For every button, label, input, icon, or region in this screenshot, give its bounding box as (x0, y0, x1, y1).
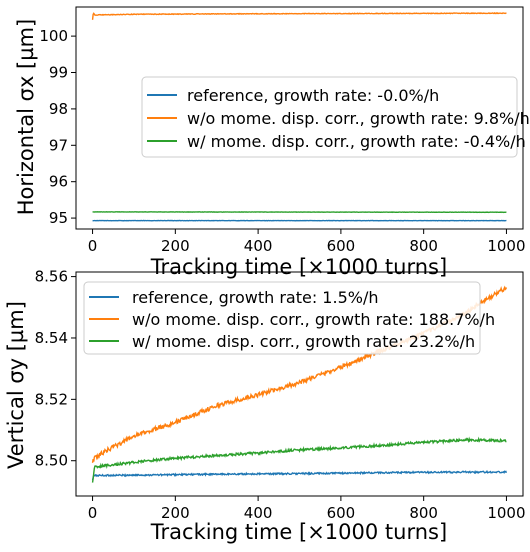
bottom-x-axis-label: Tracking time [×1000 turns] (150, 520, 447, 544)
top-legend-entry-with-correction: w/ mome. disp. corr., growth rate: -0.4%… (187, 132, 526, 151)
bottom-legend-entry-without-correction: w/o mome. disp. corr., growth rate: 188.… (132, 310, 495, 329)
top-x-tick-label-200: 200 (161, 237, 190, 255)
top-y-tick-label-99: 99 (49, 64, 68, 82)
bottom-series-w-mome-disp-corr-growth-rate-23-2-h (91, 436, 507, 483)
top-x-tick-label-400: 400 (244, 237, 273, 255)
bottom-y-axis-label: Vertical σy [µm] (4, 301, 28, 469)
bottom-legend: reference, growth rate: 1.5%/h w/o mome.… (83, 281, 495, 355)
bottom-ticks: 0 200 400 600 800 1000 8.50 8.52 8.54 8.56 (35, 268, 526, 522)
top-ticks: 0 200 400 600 800 1000 95 96 97 98 99 100 (39, 6, 526, 255)
bottom-legend-entry-reference: reference, growth rate: 1.5%/h (132, 288, 378, 307)
top-y-tick-label-96: 96 (49, 173, 68, 191)
top-y-tick-label-98: 98 (49, 100, 68, 118)
top-x-tick-label-1000: 1000 (487, 237, 525, 255)
top-y-axis-label: Horizontal σx [µm] (14, 19, 38, 216)
top-legend-entry-without-correction: w/o mome. disp. corr., growth rate: 9.8%… (187, 109, 530, 128)
top-panel: 0 200 400 600 800 1000 95 96 97 98 99 100 Horizonta… (14, 6, 530, 279)
bottom-x-tick-label-800: 800 (409, 504, 438, 522)
top-series-w-mome-disp-corr-growth-rate-0-4-h (92, 211, 507, 214)
top-axes-frame (75, 6, 524, 230)
top-legend-box (141, 76, 518, 158)
bottom-axes-frame (75, 271, 524, 497)
bottom-x-tick-label-200: 200 (161, 504, 190, 522)
top-legend-entry-reference: reference, growth rate: -0.0%/h (187, 86, 439, 105)
bottom-x-tick-label-600: 600 (327, 504, 356, 522)
top-legend: reference, growth rate: -0.0%/h w/o mome… (141, 76, 530, 158)
bottom-legend-entry-with-correction: w/ mome. disp. corr., growth rate: 23.2%… (132, 332, 475, 351)
bottom-x-tick-label-400: 400 (244, 504, 273, 522)
top-x-tick-label-0: 0 (88, 237, 98, 255)
top-y-tick-label-100: 100 (39, 27, 68, 45)
bottom-y-tick-label-8.56: 8.56 (35, 268, 68, 286)
bottom-legend-box (83, 281, 481, 355)
top-plot-area (91, 11, 507, 222)
bottom-x-tick-label-0: 0 (88, 504, 98, 522)
bottom-y-tick-label-8.5: 8.50 (35, 452, 68, 470)
bottom-y-tick-label-8.52: 8.52 (35, 390, 68, 408)
top-x-tick-label-800: 800 (409, 237, 438, 255)
top-x-axis-label: Tracking time [×1000 turns] (150, 255, 447, 279)
top-series-w-o-mome-disp-corr-growth-rate-9-8-h (91, 11, 507, 20)
bottom-y-tick-label-8.54: 8.54 (35, 329, 68, 347)
top-x-tick-label-600: 600 (327, 237, 356, 255)
bottom-series-reference-growth-rate-1-5-h (91, 469, 508, 481)
bottom-x-tick-label-1000: 1000 (487, 504, 525, 522)
bottom-panel: 0 200 400 600 800 1000 8.50 8.52 8.54 8.56 Vertic… (4, 268, 526, 544)
top-y-tick-label-95: 95 (49, 209, 68, 227)
top-y-tick-label-97: 97 (49, 136, 68, 154)
